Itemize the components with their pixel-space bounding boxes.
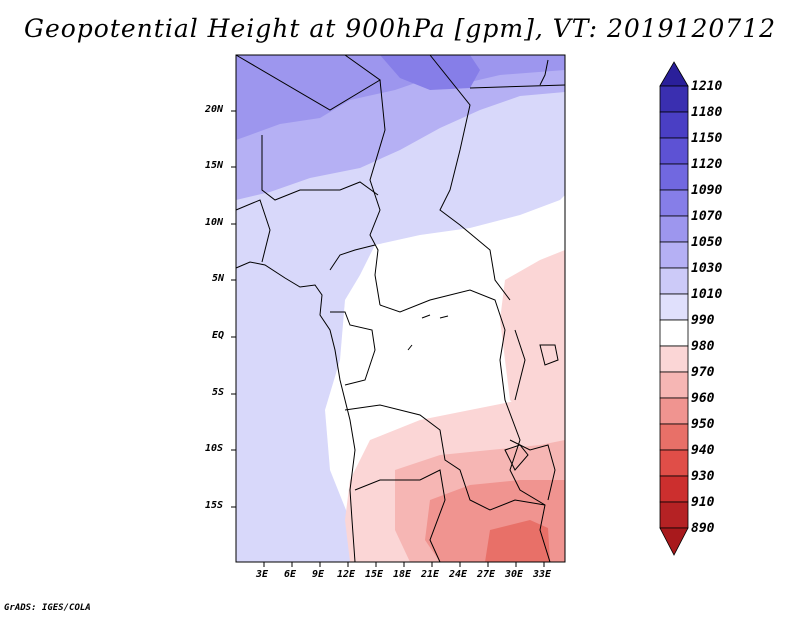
y-tick-label: EQ	[212, 330, 225, 341]
x-tick-label: 30E	[505, 569, 524, 580]
colorbar-label: 1010	[691, 287, 723, 302]
colorbar	[659, 61, 689, 556]
x-tick-label: 24E	[449, 569, 468, 580]
y-tick-label: 10S	[205, 443, 224, 454]
colorbar-label: 930	[691, 469, 715, 484]
y-tick-label: 5N	[212, 273, 225, 284]
colorbar-label: 970	[691, 365, 715, 380]
colorbar-label: 1150	[691, 131, 723, 146]
credit-label: GrADS: IGES/COLA	[4, 603, 91, 613]
map-title: Geopotential Height at 900hPa [gpm], VT:…	[23, 14, 777, 43]
colorbar-label: 1120	[691, 157, 723, 172]
colorbar-label: 980	[691, 339, 715, 354]
y-tick-label: 15N	[205, 160, 224, 171]
y-tick-label: 20N	[205, 104, 224, 115]
colorbar-label: 910	[691, 495, 715, 510]
y-tick-label: 15S	[205, 500, 224, 511]
x-tick-label: 6E	[284, 569, 297, 580]
x-tick-label: 18E	[393, 569, 412, 580]
colorbar-label: 1180	[691, 105, 723, 120]
colorbar-label: 940	[691, 443, 715, 458]
x-tick-label: 33E	[533, 569, 552, 580]
colorbar-label: 890	[691, 521, 715, 536]
x-tick-label: 9E	[312, 569, 325, 580]
map-frame	[235, 54, 566, 563]
colorbar-label: 1050	[691, 235, 723, 250]
x-tick-label: 3E	[256, 569, 269, 580]
colorbar-label: 1030	[691, 261, 723, 276]
colorbar-label: 1090	[691, 183, 723, 198]
colorbar-label: 1210	[691, 79, 723, 94]
map-shading	[236, 55, 565, 562]
colorbar-label: 960	[691, 391, 715, 406]
x-tick-label: 27E	[477, 569, 496, 580]
coastlines-and-borders	[235, 54, 566, 563]
x-tick-label: 15E	[365, 569, 384, 580]
x-tick-label: 21E	[421, 569, 440, 580]
colorbar-label: 950	[691, 417, 715, 432]
colorbar-label: 1070	[691, 209, 723, 224]
y-tick-label: 10N	[205, 217, 224, 228]
colorbar-label: 990	[691, 313, 715, 328]
x-tick-label: 12E	[337, 569, 356, 580]
axis-ticks	[231, 110, 545, 567]
y-tick-label: 5S	[212, 387, 225, 398]
